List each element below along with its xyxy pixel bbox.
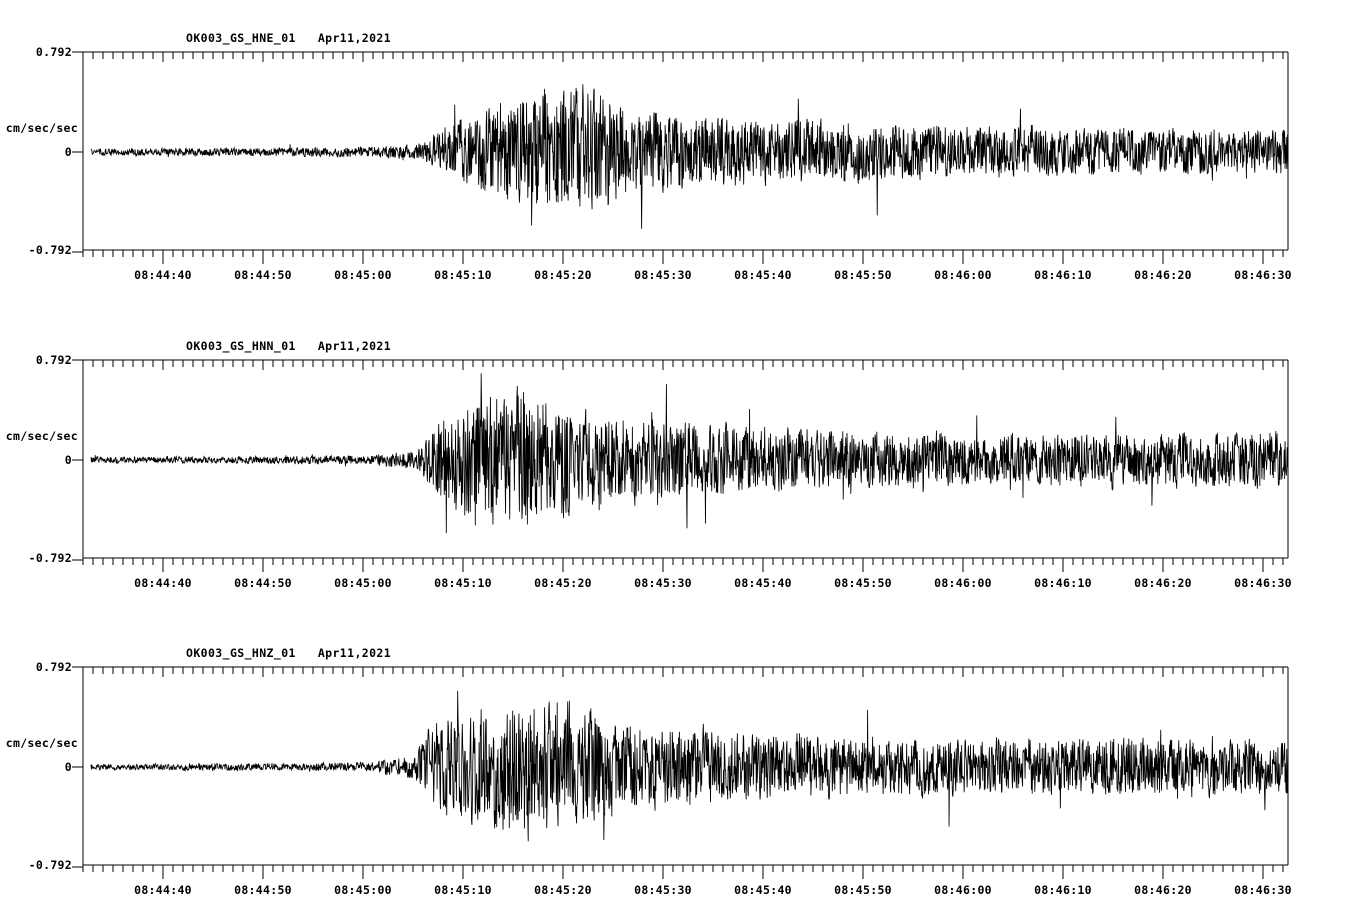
y-tick-mid-hnz: 0 xyxy=(64,760,72,774)
x-tick-label: 08:45:50 xyxy=(834,576,892,590)
panel-title-hne: OK003_GS_HNE_01 Apr11,2021 xyxy=(186,31,392,45)
y-tick-bottom-hnz: -0.792 xyxy=(28,858,72,872)
x-tick-label: 08:45:30 xyxy=(634,576,692,590)
x-tick-label: 08:45:20 xyxy=(534,576,592,590)
x-tick-label: 08:45:20 xyxy=(534,883,592,897)
x-tick-label: 08:45:20 xyxy=(534,268,592,282)
x-tick-label: 08:44:40 xyxy=(134,576,192,590)
waveform-trace xyxy=(90,373,1289,534)
x-tick-label: 08:45:00 xyxy=(334,576,392,590)
x-tick-label: 08:45:00 xyxy=(334,883,392,897)
y-tick-bottom-hnn: -0.792 xyxy=(28,551,72,565)
x-tick-label: 08:46:10 xyxy=(1034,268,1092,282)
x-tick-label: 08:44:50 xyxy=(234,883,292,897)
x-tick-label: 08:45:10 xyxy=(434,268,492,282)
x-tick-label: 08:45:10 xyxy=(434,576,492,590)
panel-title-hnn: OK003_GS_HNN_01 Apr11,2021 xyxy=(186,339,392,353)
plot-area-hne xyxy=(72,51,1289,264)
y-tick-mid-hne: 0 xyxy=(64,145,72,159)
x-tick-label: 08:46:30 xyxy=(1234,576,1292,590)
x-axis-ticks xyxy=(82,360,1284,572)
x-tick-label: 08:46:20 xyxy=(1134,883,1192,897)
y-axis-units-label-hnn: cm/sec/sec xyxy=(5,429,78,443)
x-tick-label: 08:46:10 xyxy=(1034,576,1092,590)
waveform-trace xyxy=(90,84,1289,229)
x-tick-label: 08:46:00 xyxy=(934,576,992,590)
x-tick-label: 08:46:20 xyxy=(1134,268,1192,282)
y-tick-top-hnn: 0.792 xyxy=(35,353,72,367)
panel-title-hnz: OK003_GS_HNZ_01 Apr11,2021 xyxy=(186,646,392,660)
x-tick-label: 08:45:30 xyxy=(634,268,692,282)
x-tick-label: 08:45:40 xyxy=(734,883,792,897)
x-tick-label: 08:44:50 xyxy=(234,268,292,282)
x-tick-label: 08:46:10 xyxy=(1034,883,1092,897)
y-tick-top-hne: 0.792 xyxy=(35,45,72,59)
y-tick-bottom-hne: -0.792 xyxy=(28,243,72,257)
x-tick-label: 08:44:40 xyxy=(134,268,192,282)
y-axis-ticks xyxy=(72,51,83,253)
waveform-trace xyxy=(90,690,1289,842)
x-tick-label: 08:45:50 xyxy=(834,883,892,897)
x-tick-label: 08:45:50 xyxy=(834,268,892,282)
x-tick-label: 08:46:00 xyxy=(934,268,992,282)
x-tick-label: 08:46:20 xyxy=(1134,576,1192,590)
x-tick-label: 08:44:50 xyxy=(234,576,292,590)
waveform-panel-hnn: OK003_GS_HNN_01 Apr11,2021 cm/sec/sec 0.… xyxy=(0,308,1358,608)
axis-frame xyxy=(82,359,1289,559)
plot-area-hnz xyxy=(72,666,1289,879)
x-tick-label: 08:45:30 xyxy=(634,883,692,897)
plot-area-hnn xyxy=(72,359,1289,572)
y-axis-ticks xyxy=(72,359,83,561)
x-axis-ticks xyxy=(82,667,1284,879)
x-tick-label: 08:45:40 xyxy=(734,268,792,282)
y-axis-units-label-hne: cm/sec/sec xyxy=(5,121,78,135)
x-tick-label: 08:46:00 xyxy=(934,883,992,897)
x-tick-label: 08:44:40 xyxy=(134,883,192,897)
y-axis-units-label-hnz: cm/sec/sec xyxy=(5,736,78,750)
y-tick-mid-hnn: 0 xyxy=(64,453,72,467)
y-axis-ticks xyxy=(72,666,83,868)
x-axis-ticks xyxy=(82,52,1284,264)
x-tick-label: 08:45:10 xyxy=(434,883,492,897)
y-tick-top-hnz: 0.792 xyxy=(35,660,72,674)
axis-frame xyxy=(82,666,1289,866)
waveform-panel-hnz: OK003_GS_HNZ_01 Apr11,2021 cm/sec/sec 0.… xyxy=(0,615,1358,915)
x-tick-label: 08:46:30 xyxy=(1234,883,1292,897)
x-tick-label: 08:45:40 xyxy=(734,576,792,590)
waveform-panel-hne: OK003_GS_HNE_01 Apr11,2021 cm/sec/sec 0.… xyxy=(0,0,1358,300)
x-tick-label: 08:45:00 xyxy=(334,268,392,282)
x-tick-label: 08:46:30 xyxy=(1234,268,1292,282)
axis-frame xyxy=(82,51,1289,251)
